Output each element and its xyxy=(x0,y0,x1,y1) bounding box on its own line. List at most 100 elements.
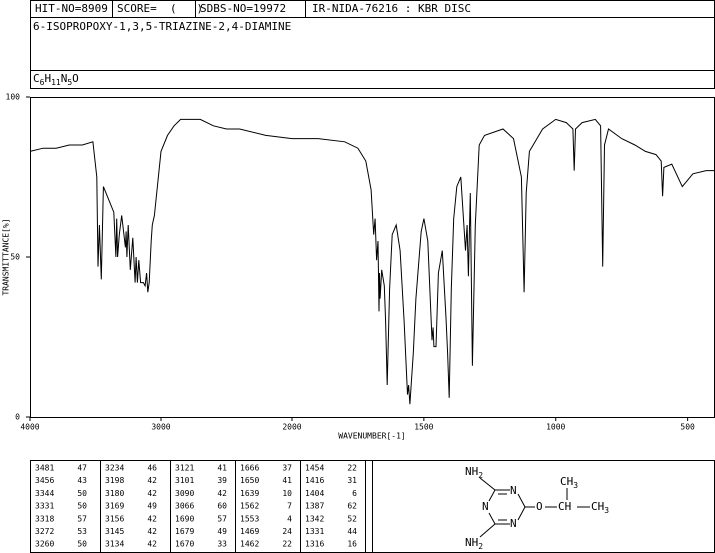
atom-label: NH2 xyxy=(465,465,483,480)
peak-wavenumber: 1679 xyxy=(175,527,194,536)
peak-transmittance: 50 xyxy=(77,502,87,511)
peak-wavenumber: 3481 xyxy=(35,464,54,473)
peak-wavenumber: 3331 xyxy=(35,502,54,511)
peak-transmittance: 49 xyxy=(217,527,227,536)
plot: 4000 3000 2000 1500 1000 500 0 50 100 WAVENUMBER[… xyxy=(2,93,714,441)
peak-wavenumber: 1650 xyxy=(240,476,259,485)
peak-transmittance: 37 xyxy=(282,464,292,473)
peak-wavenumber: 3145 xyxy=(105,527,124,536)
x-tick-label: 1500 xyxy=(414,423,433,432)
atom-label: NH2 xyxy=(465,536,483,551)
peak-transmittance: 31 xyxy=(347,476,357,485)
peak-transmittance: 42 xyxy=(147,476,157,485)
atom-label: CH3 xyxy=(591,500,609,515)
peak-transmittance: 62 xyxy=(347,502,357,511)
peak-wavenumber: 3090 xyxy=(175,489,194,498)
x-tick-label: 1000 xyxy=(546,423,565,432)
peak-transmittance: 47 xyxy=(77,464,87,473)
peak-wavenumber: 3260 xyxy=(35,540,54,549)
peak-wavenumber: 1666 xyxy=(240,464,259,473)
peak-transmittance: 16 xyxy=(347,540,357,549)
compound-name: 6-ISOPROPOXY-1,3,5-TRIAZINE-2,4-DIAMINE xyxy=(33,20,291,33)
plot-frame xyxy=(30,97,715,418)
peak-transmittance: 50 xyxy=(77,489,87,498)
x-tick-label: 2000 xyxy=(282,423,301,432)
peak-transmittance: 53 xyxy=(77,527,87,536)
peak-transmittance: 39 xyxy=(217,476,227,485)
peak-transmittance: 52 xyxy=(347,514,357,523)
score: SCORE= ( ) xyxy=(117,2,203,15)
peak-wavenumber: 1469 xyxy=(240,527,259,536)
peak-transmittance: 43 xyxy=(77,476,87,485)
peak-wavenumber: 1416 xyxy=(305,476,324,485)
formula: C6H11N5O xyxy=(33,72,79,87)
peak-wavenumber: 1342 xyxy=(305,514,324,523)
bond xyxy=(479,477,496,491)
peak-transmittance: 22 xyxy=(282,540,292,549)
bond xyxy=(517,493,526,508)
bond xyxy=(488,512,496,525)
peak-transmittance: 57 xyxy=(217,514,227,523)
peak-transmittance: 42 xyxy=(147,527,157,536)
peak-wavenumber: 1639 xyxy=(240,489,259,498)
peak-wavenumber: 1387 xyxy=(305,502,324,511)
peak-transmittance: 7 xyxy=(287,502,292,511)
y-tick-label: 100 xyxy=(6,93,21,102)
peak-transmittance: 33 xyxy=(217,540,227,549)
x-axis-label: WAVENUMBER[-1] xyxy=(338,432,405,441)
peak-transmittance: 60 xyxy=(217,502,227,511)
peak-wavenumber: 1316 xyxy=(305,540,324,549)
peak-transmittance: 41 xyxy=(217,464,227,473)
peak-wavenumber: 3198 xyxy=(105,476,124,485)
peak-wavenumber: 1670 xyxy=(175,540,194,549)
peak-transmittance: 46 xyxy=(147,464,157,473)
peak-wavenumber: 1331 xyxy=(305,527,324,536)
peak-wavenumber: 3134 xyxy=(105,540,124,549)
peak-transmittance: 6 xyxy=(352,489,357,498)
peak-wavenumber: 3234 xyxy=(105,464,124,473)
peak-wavenumber: 3344 xyxy=(35,489,54,498)
peak-transmittance: 57 xyxy=(77,514,87,523)
peak-wavenumber: 3318 xyxy=(35,514,54,523)
atom-label: CH3 xyxy=(560,475,578,490)
peak-transmittance: 44 xyxy=(347,527,357,536)
peak-transmittance: 4 xyxy=(287,514,292,523)
peak-transmittance: 42 xyxy=(147,540,157,549)
bond xyxy=(517,506,526,521)
peak-wavenumber: 3180 xyxy=(105,489,124,498)
peak-wavenumber: 3121 xyxy=(175,464,194,473)
peak-transmittance: 50 xyxy=(77,540,87,549)
peak-transmittance: 22 xyxy=(347,464,357,473)
atom-label: N xyxy=(510,517,517,530)
bond xyxy=(479,523,496,538)
peak-wavenumber: 3169 xyxy=(105,502,124,511)
peak-transmittance: 42 xyxy=(147,489,157,498)
atom-label: CH xyxy=(558,500,571,513)
y-axis-label: TRANSMITTANCE[%] xyxy=(2,218,11,295)
peak-wavenumber: 3456 xyxy=(35,476,54,485)
source: IR-NIDA-76216 : KBR DISC xyxy=(312,2,471,15)
hit-no: HIT-NO=8909 xyxy=(35,2,108,15)
spectrum xyxy=(29,118,714,405)
x-tick-label: 4000 xyxy=(20,423,39,432)
atom-label: O xyxy=(536,500,543,513)
peak-transmittance: 24 xyxy=(282,527,292,536)
peak-wavenumber: 3272 xyxy=(35,527,54,536)
atom-label: N xyxy=(482,500,489,513)
peak-transmittance: 10 xyxy=(282,489,292,498)
y-tick-label: 0 xyxy=(15,413,20,422)
sdbs-no: SDBS-NO=19972 xyxy=(200,2,286,15)
peak-wavenumber: 1562 xyxy=(240,502,259,511)
peak-wavenumber: 1404 xyxy=(305,489,324,498)
x-tick-label: 500 xyxy=(680,423,695,432)
atom-label: N xyxy=(510,484,517,497)
peak-transmittance: 42 xyxy=(217,489,227,498)
peak-wavenumber: 3101 xyxy=(175,476,194,485)
peak-wavenumber: 3066 xyxy=(175,502,194,511)
peak-wavenumber: 1454 xyxy=(305,464,324,473)
peak-wavenumber: 3156 xyxy=(105,514,124,523)
peak-transmittance: 49 xyxy=(147,502,157,511)
structure xyxy=(479,477,590,538)
